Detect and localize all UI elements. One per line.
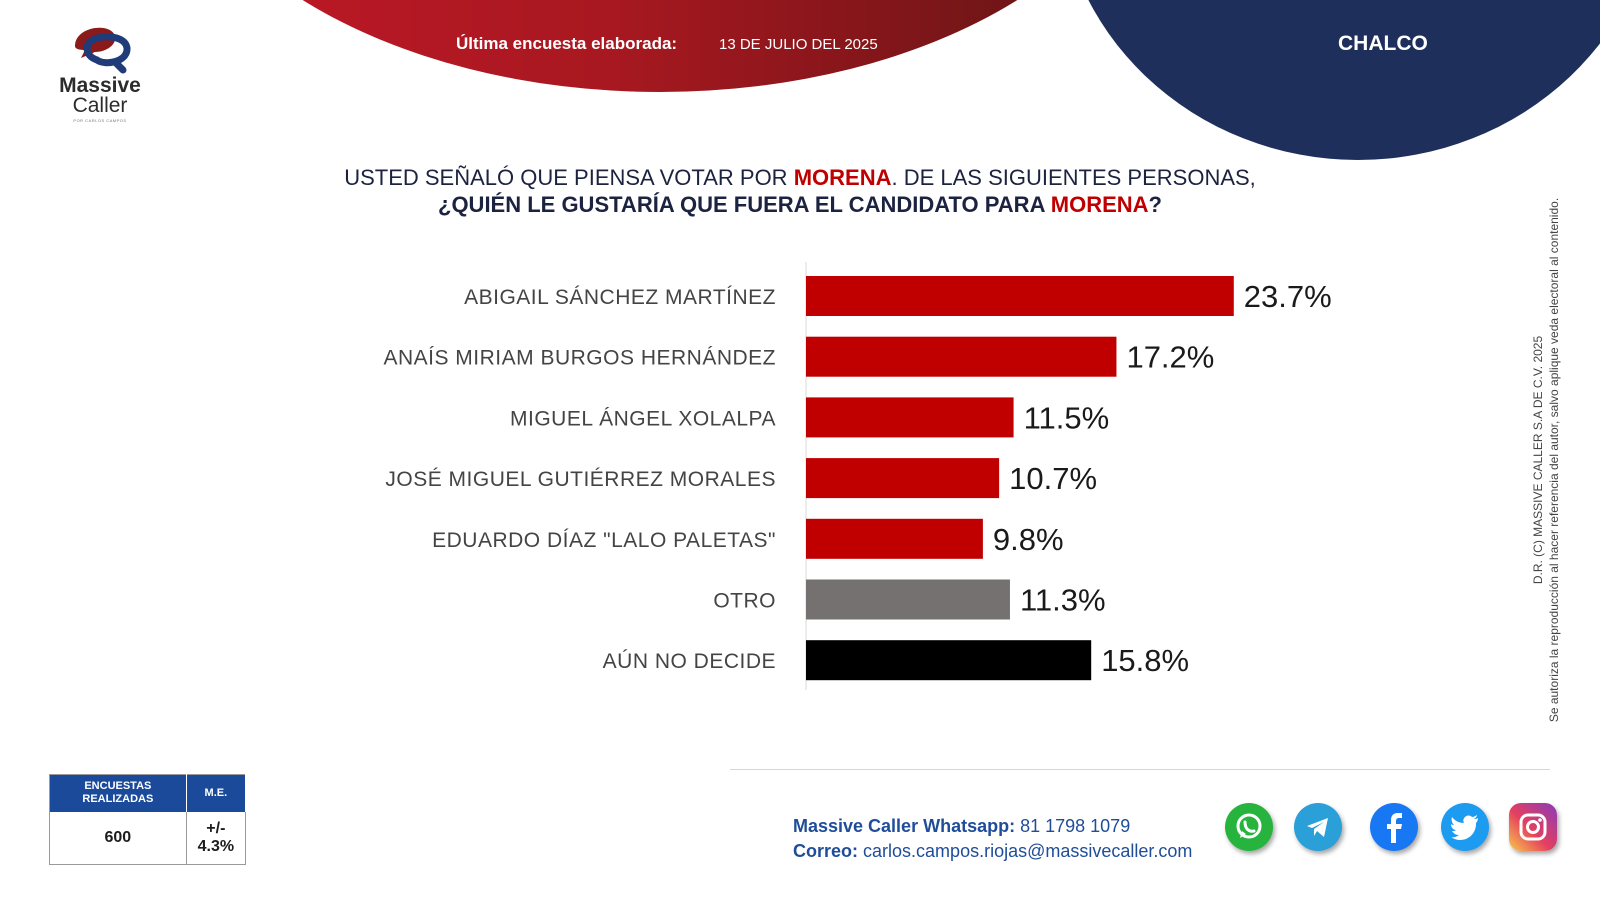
bar-4 [806, 518, 983, 559]
chart-question: USTED SEÑALÓ QUE PIENSA VOTAR POR MORENA… [290, 164, 1310, 218]
question-line-2: ¿QUIÉN LE GUSTARÍA QUE FUERA EL CANDIDAT… [290, 191, 1310, 218]
bar-6 [806, 640, 1092, 681]
bar-1 [806, 336, 1117, 377]
copyright-line-1: D.R. (C) MASSIVE CALLER S.A DE C.V. 2025 [1531, 335, 1545, 585]
surveys-header: ENCUESTAS REALIZADAS [49, 774, 187, 812]
contact-info: Massive Caller Whatsapp: 81 1798 1079 Co… [793, 814, 1192, 864]
email-contact: Correo: carlos.campos.riojas@massivecall… [793, 839, 1192, 864]
value-label-2: 11.5% [1024, 400, 1110, 435]
question-line-1: USTED SEÑALÓ QUE PIENSA VOTAR POR MORENA… [290, 164, 1310, 191]
whatsapp-icon[interactable] [1225, 803, 1273, 851]
margin-error-value: +/- 4.3% [186, 811, 247, 865]
copyright-notice: D.R. (C) MASSIVE CALLER S.A DE C.V. 2025… [1530, 180, 1562, 740]
question-line2-pre: ¿QUIÉN LE GUSTARÍA QUE FUERA EL CANDIDAT… [438, 192, 1051, 217]
category-label-2: MIGUEL ÁNGEL XOLALPA [510, 407, 776, 430]
category-label-4: EDUARDO DÍAZ "LALO PALETAS" [432, 529, 776, 552]
logo-tagline: POR CARLOS CAMPOS [73, 118, 127, 123]
email-label: Correo: [793, 841, 859, 861]
copyright-line-2: Se autoriza la reproducción al hacer ref… [1547, 197, 1561, 723]
footer-divider [730, 769, 1550, 770]
category-label-5: OTRO [713, 590, 776, 613]
question-line2-post: ? [1148, 192, 1162, 217]
question-line1-post: . DE LAS SIGUIENTES PERSONAS, [891, 165, 1256, 190]
surveys-value: 600 [49, 811, 187, 865]
value-label-5: 11.3% [1020, 583, 1106, 618]
value-label-3: 10.7% [1009, 461, 1097, 496]
question-line1-pre: USTED SEÑALÓ QUE PIENSA VOTAR POR [344, 165, 794, 190]
bar-2 [806, 397, 1014, 438]
survey-date-value: 13 DE JULIO DEL 2025 [719, 36, 878, 53]
value-label-1: 17.2% [1126, 340, 1214, 375]
facebook-icon[interactable] [1370, 803, 1418, 851]
telegram-icon[interactable] [1294, 803, 1342, 851]
value-label-6: 15.8% [1101, 643, 1189, 678]
email-address[interactable]: carlos.campos.riojas@massivecaller.com [863, 841, 1193, 861]
logo-mark-icon [75, 27, 131, 74]
whatsapp-label: Massive Caller Whatsapp: [793, 816, 1016, 836]
category-label-6: AÚN NO DECIDE [603, 650, 776, 673]
party-name: MORENA [793, 165, 892, 190]
margin-error-header: M.E. [186, 774, 247, 812]
logo-word-caller: Caller [72, 94, 128, 117]
survey-stats-table: ENCUESTAS REALIZADAS M.E. 600 +/- 4.3% [49, 774, 247, 865]
survey-date-label: Última encuesta elaborada: [456, 34, 678, 53]
massive-caller-logo: Massive Caller POR CARLOS CAMPOS [50, 18, 150, 128]
twitter-icon[interactable] [1441, 803, 1489, 851]
whatsapp-contact: Massive Caller Whatsapp: 81 1798 1079 [793, 814, 1192, 839]
city-name: CHALCO [1338, 32, 1428, 55]
bar-3 [806, 458, 1000, 499]
bar-5 [806, 579, 1010, 620]
party-name-2: MORENA [1050, 192, 1149, 217]
category-label-0: ABIGAIL SÁNCHEZ MARTÍNEZ [464, 286, 776, 309]
whatsapp-number[interactable]: 81 1798 1079 [1020, 816, 1131, 836]
logo-word-massive: Massive [59, 74, 141, 97]
category-label-1: ANAÍS MIRIAM BURGOS HERNÁNDEZ [383, 347, 776, 370]
instagram-icon[interactable] [1509, 803, 1557, 851]
value-label-4: 9.8% [993, 522, 1064, 557]
value-label-0: 23.7% [1244, 279, 1332, 314]
category-label-3: JOSÉ MIGUEL GUTIÉRREZ MORALES [385, 468, 776, 491]
bar-0 [806, 276, 1234, 316]
